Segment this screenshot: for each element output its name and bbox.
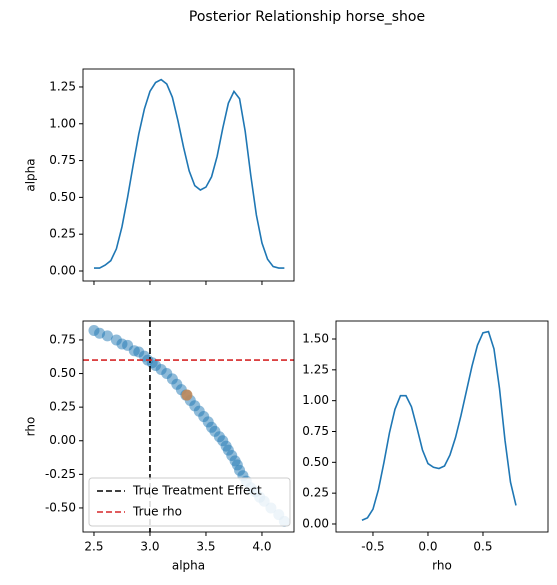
y-axis-label: alpha	[24, 158, 38, 191]
x-tick-label: 4.0	[252, 540, 271, 554]
legend-label: True Treatment Effect	[132, 484, 262, 498]
y-tick-label: -0.50	[45, 500, 76, 514]
y-tick-label: 0.00	[49, 433, 76, 447]
y-tick-label: 1.00	[49, 116, 76, 130]
x-axis-label: rho	[432, 559, 452, 573]
y-tick-label: 1.25	[302, 362, 329, 376]
axes-frame	[335, 320, 549, 533]
y-tick-label: 0.75	[302, 424, 329, 438]
x-tick-label: 0.0	[418, 540, 437, 554]
y-tick-label: 0.25	[49, 227, 76, 241]
x-tick-label: 3.0	[140, 540, 159, 554]
figure-title: Posterior Relationship horse_shoe	[189, 9, 425, 25]
x-tick-label: 3.5	[196, 540, 215, 554]
y-tick-label: 1.25	[49, 79, 76, 93]
y-tick-label: 0.00	[49, 263, 76, 277]
y-tick-label: 0.25	[49, 400, 76, 414]
x-tick-label: 0.5	[473, 540, 492, 554]
y-tick-label: 0.50	[302, 455, 329, 469]
axes-frame	[82, 68, 295, 282]
y-tick-label: -0.25	[45, 467, 76, 481]
y-tick-label: 1.00	[302, 393, 329, 407]
y-tick-label: 0.50	[49, 366, 76, 380]
axes-frame	[82, 320, 295, 533]
legend-label: True rho	[132, 505, 182, 519]
x-tick-label: -0.5	[361, 540, 384, 554]
scatter-point	[101, 330, 113, 342]
y-tick-label: 0.75	[49, 153, 76, 167]
y-tick-label: 0.00	[302, 516, 329, 530]
scatter-point	[181, 389, 193, 401]
y-axis-label: rho	[24, 417, 38, 437]
density-line	[361, 330, 517, 522]
plot-area	[93, 78, 285, 269]
plot-area	[361, 330, 517, 522]
y-tick-label: 0.50	[49, 190, 76, 204]
density-line	[93, 78, 285, 269]
x-axis-label: alpha	[172, 559, 205, 573]
y-tick-label: 0.75	[49, 332, 76, 346]
y-tick-label: 0.25	[302, 486, 329, 500]
legend-box	[88, 477, 291, 527]
y-tick-label: 1.50	[302, 332, 329, 346]
x-tick-label: 2.5	[84, 540, 103, 554]
